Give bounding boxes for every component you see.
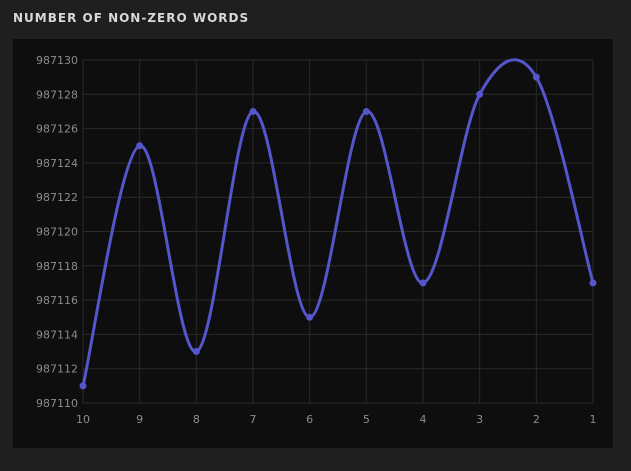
grid-lines	[82, 59, 594, 404]
x-tick-label: 4	[420, 413, 427, 426]
y-tick-label: 987128	[36, 88, 78, 101]
chart-card: 987110 987112 987114 987116 987118 987120 9871…	[13, 39, 613, 448]
data-point[interactable]	[79, 382, 87, 390]
data-point[interactable]	[419, 279, 427, 287]
x-tick-label: 10	[76, 413, 90, 426]
data-point[interactable]	[192, 348, 200, 356]
data-point[interactable]	[589, 279, 597, 287]
y-tick-label: 987118	[36, 260, 78, 273]
series-layer	[81, 58, 595, 388]
data-point[interactable]	[362, 107, 370, 115]
x-tick-label: 6	[306, 413, 313, 426]
x-tick-label: 8	[193, 413, 200, 426]
x-axis-ticks: 10 9 8 7 6 5 4 3 2 1	[76, 413, 597, 426]
y-tick-label: 987116	[36, 294, 78, 307]
data-point[interactable]	[476, 90, 484, 98]
x-tick-label: 2	[533, 413, 540, 426]
x-tick-label: 1	[590, 413, 597, 426]
data-point[interactable]	[306, 313, 314, 321]
y-tick-label: 987122	[36, 191, 78, 204]
y-tick-label: 987110	[36, 397, 78, 410]
y-tick-label: 987112	[36, 363, 78, 376]
data-point[interactable]	[136, 142, 144, 150]
y-tick-label: 987126	[36, 123, 78, 136]
x-tick-label: 3	[476, 413, 483, 426]
x-tick-label: 7	[250, 413, 257, 426]
x-tick-label: 9	[136, 413, 143, 426]
x-tick-label: 5	[363, 413, 370, 426]
series-line	[81, 58, 595, 388]
y-axis-ticks: 987110 987112 987114 987116 987118 987120 9871…	[36, 54, 78, 410]
y-tick-label: 987124	[36, 157, 78, 170]
data-points	[79, 73, 597, 390]
data-point[interactable]	[532, 73, 540, 81]
line-chart: 9871109871129871149871169871189871209871…	[36, 54, 597, 426]
y-tick-label: 987120	[36, 226, 78, 239]
y-tick-label: 987114	[36, 328, 78, 341]
panel-title: NUMBER OF NON-ZERO WORDS	[13, 11, 250, 25]
y-tick-label: 987130	[36, 54, 78, 67]
data-point[interactable]	[249, 107, 257, 115]
